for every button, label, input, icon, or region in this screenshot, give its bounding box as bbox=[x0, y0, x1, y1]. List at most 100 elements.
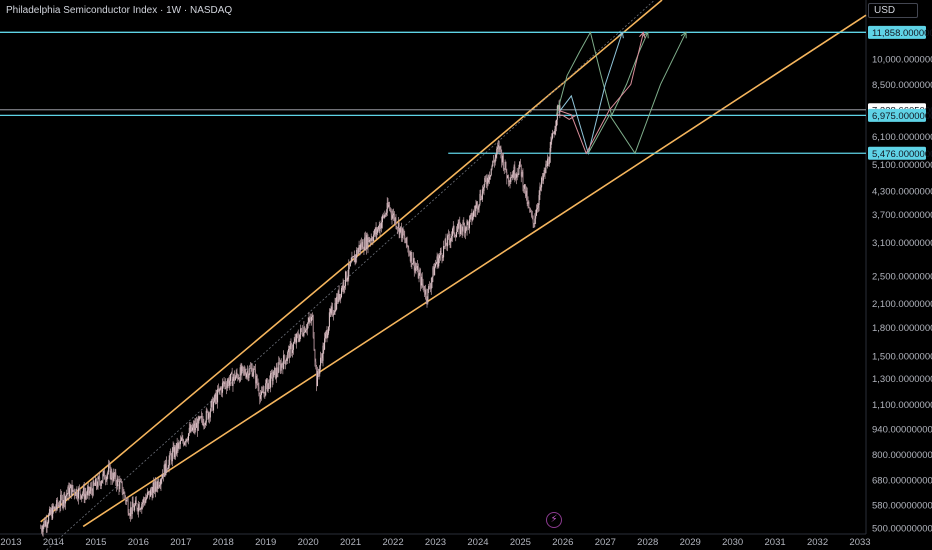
candle bbox=[494, 157, 496, 163]
projection-path-a[interactable] bbox=[556, 30, 649, 117]
candle bbox=[515, 177, 517, 179]
candle bbox=[366, 235, 368, 248]
candle bbox=[429, 287, 431, 289]
candle bbox=[440, 250, 442, 254]
y-tick-label: 3,700.00000000 bbox=[872, 210, 932, 221]
candle bbox=[332, 306, 334, 316]
candle bbox=[296, 334, 298, 343]
candle bbox=[134, 500, 136, 506]
candle bbox=[300, 328, 302, 331]
candle bbox=[324, 338, 326, 350]
candle bbox=[163, 464, 165, 477]
candle bbox=[417, 265, 419, 279]
candle bbox=[401, 228, 403, 239]
candle bbox=[268, 379, 270, 384]
candle bbox=[412, 263, 414, 265]
candle bbox=[116, 478, 118, 487]
candle bbox=[85, 493, 87, 495]
projection-arrowhead bbox=[617, 31, 624, 39]
candle bbox=[61, 496, 63, 507]
candle bbox=[199, 416, 201, 420]
candle bbox=[325, 331, 327, 335]
candle bbox=[416, 268, 418, 270]
currency-selector[interactable]: USD bbox=[868, 3, 918, 18]
candle bbox=[439, 250, 441, 256]
candle bbox=[175, 442, 177, 454]
candle bbox=[480, 193, 482, 200]
candle bbox=[531, 215, 533, 217]
candle bbox=[150, 489, 152, 492]
candle bbox=[102, 473, 104, 481]
candle bbox=[335, 303, 337, 310]
candle bbox=[310, 319, 312, 322]
candle bbox=[362, 241, 364, 250]
candle bbox=[551, 138, 553, 142]
candle bbox=[435, 263, 437, 265]
candle bbox=[196, 422, 198, 431]
candle bbox=[156, 486, 158, 489]
candle bbox=[164, 464, 166, 476]
channel-line-lower[interactable] bbox=[82, 14, 867, 528]
price-level-label: 6,975.00000000 bbox=[872, 111, 932, 122]
candle bbox=[401, 226, 403, 239]
candle bbox=[94, 484, 96, 486]
candle bbox=[274, 367, 276, 371]
candle bbox=[273, 370, 275, 378]
candle bbox=[407, 245, 409, 249]
candle bbox=[491, 165, 493, 169]
candle bbox=[140, 508, 142, 510]
candle bbox=[77, 496, 79, 499]
candle bbox=[511, 174, 513, 178]
candle bbox=[76, 489, 78, 497]
candle bbox=[523, 187, 525, 189]
candle bbox=[151, 491, 153, 498]
candle bbox=[244, 369, 246, 375]
candle bbox=[44, 520, 46, 527]
candle bbox=[227, 379, 229, 384]
bolt-icon[interactable]: ⚡ bbox=[546, 512, 562, 528]
candle bbox=[316, 366, 318, 387]
candle bbox=[477, 207, 479, 210]
candle bbox=[402, 228, 404, 235]
candle bbox=[195, 423, 197, 428]
candle bbox=[349, 263, 351, 267]
candle bbox=[84, 493, 86, 499]
price-axis: 500.00000000 580.00000000 680.00000000 800.… bbox=[868, 25, 932, 535]
candle bbox=[512, 174, 514, 178]
candle bbox=[207, 411, 209, 419]
candle bbox=[190, 425, 192, 432]
candle bbox=[397, 227, 399, 229]
y-tick-label: 10,000.00000000 bbox=[872, 55, 932, 66]
candle bbox=[455, 236, 457, 238]
candle bbox=[69, 488, 71, 497]
projection-path-c[interactable] bbox=[558, 32, 644, 155]
x-tick-label: 2028 bbox=[637, 537, 658, 548]
projection-path-b[interactable] bbox=[558, 32, 623, 156]
candle bbox=[204, 423, 206, 426]
candle bbox=[307, 321, 309, 324]
candle bbox=[420, 272, 422, 286]
projection-path-d[interactable] bbox=[587, 32, 687, 155]
x-tick-label: 2013 bbox=[0, 537, 21, 548]
candle bbox=[147, 492, 149, 493]
candle bbox=[486, 183, 488, 185]
candle bbox=[114, 472, 116, 477]
candle bbox=[264, 391, 266, 396]
candle bbox=[313, 337, 315, 351]
candle bbox=[528, 202, 530, 208]
candle bbox=[378, 226, 380, 231]
candle bbox=[78, 488, 80, 499]
candle bbox=[553, 133, 555, 135]
candle bbox=[460, 224, 462, 231]
price-level-badge[interactable] bbox=[868, 25, 926, 39]
candle bbox=[101, 480, 103, 483]
candle bbox=[236, 372, 238, 376]
candle bbox=[428, 286, 430, 289]
projection-path-e[interactable] bbox=[556, 114, 576, 120]
x-tick-label: 2020 bbox=[298, 537, 319, 548]
price-level-badge[interactable] bbox=[868, 146, 926, 160]
candle bbox=[142, 498, 144, 503]
candle bbox=[192, 427, 194, 431]
price-level-badge[interactable] bbox=[868, 108, 926, 122]
